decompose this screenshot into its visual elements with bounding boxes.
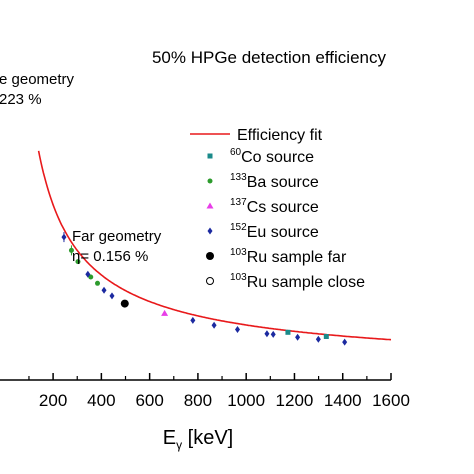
data-points (61, 232, 348, 346)
data-point (285, 329, 291, 335)
x-tick-label: 1000 (227, 391, 265, 410)
x-ticks: 200 400 600 800 1000 1200 1400 1600 (28, 373, 410, 410)
chart-title: 50% HPGe detection efficiency (152, 48, 387, 67)
data-point (120, 299, 129, 308)
data-point (270, 330, 276, 338)
legend-label-text: Ba source (247, 174, 319, 191)
data-point (101, 286, 107, 294)
data-point (295, 333, 301, 341)
x-axis-title-sub: γ (176, 438, 182, 452)
annotation-far-geometry: Far geometry η= 0.156 % (72, 228, 162, 265)
legend-label-mass: 152 (230, 222, 247, 233)
legend-label-mass: 103 (230, 272, 247, 283)
fit-layer (37, 150, 392, 341)
legend-label-text: Cs source (247, 199, 319, 216)
data-point (211, 321, 217, 329)
x-axis-title-main: E (163, 427, 176, 449)
data-point (190, 316, 196, 324)
legend-label: 152Eu source (230, 222, 319, 241)
x-tick-label: 400 (87, 391, 115, 410)
legend-label: 133Ba source (230, 172, 319, 191)
data-point (95, 280, 101, 286)
legend-marker (207, 153, 213, 159)
x-tick-label: 1400 (324, 391, 362, 410)
legend-marker (207, 227, 213, 235)
legend-marker (206, 252, 214, 260)
data-point (61, 233, 67, 241)
x-tick-label: 1600 (372, 391, 410, 410)
data-point (68, 247, 74, 253)
legend-label: 103Ru sample close (230, 272, 365, 291)
x-axis-title-unit: [keV] (182, 427, 233, 449)
legend-label-text: Co source (241, 149, 314, 166)
annotation-far-line1: Far geometry (72, 228, 162, 245)
legend-marker (207, 178, 213, 184)
legend-label: 137Cs source (230, 197, 319, 216)
data-point (342, 338, 348, 346)
data-point (75, 259, 81, 265)
efficiency-fit-line (37, 150, 392, 341)
annotation-close-line2: 223 % (0, 91, 42, 108)
annotation-close-line1: e geometry (0, 71, 75, 88)
data-point (315, 335, 321, 343)
data-point (85, 270, 91, 278)
legend-label: 103Ru sample far (230, 247, 347, 266)
data-point (109, 292, 115, 300)
legend-label-text: Ru sample close (247, 274, 365, 291)
data-point (88, 274, 94, 280)
legend-fit-label: Efficiency fit (237, 127, 323, 144)
legend-label-mass: 133 (230, 172, 247, 183)
legend-label: 60Co source (230, 147, 314, 166)
legend-label-mass: 137 (230, 197, 247, 208)
x-axis-title: Eγ [keV] (163, 427, 233, 452)
x-tick-label: 200 (39, 391, 67, 410)
legend-label-text: Eu source (247, 224, 319, 241)
legend-marker (206, 277, 214, 285)
x-tick-label: 600 (135, 391, 163, 410)
annotation-close-geometry: e geometry 223 % (0, 71, 75, 108)
data-point (264, 330, 270, 338)
legend-marker (206, 202, 214, 209)
data-point (234, 326, 240, 333)
legend-label-mass: 103 (230, 247, 247, 258)
x-tick-label: 800 (184, 391, 212, 410)
data-point (161, 309, 169, 316)
data-point (323, 334, 329, 339)
legend-label-mass: 60 (230, 147, 242, 158)
legend-label-text: Ru sample far (247, 249, 347, 266)
annotation-far-line2: η= 0.156 % (72, 248, 148, 265)
x-tick-label: 1200 (276, 391, 314, 410)
